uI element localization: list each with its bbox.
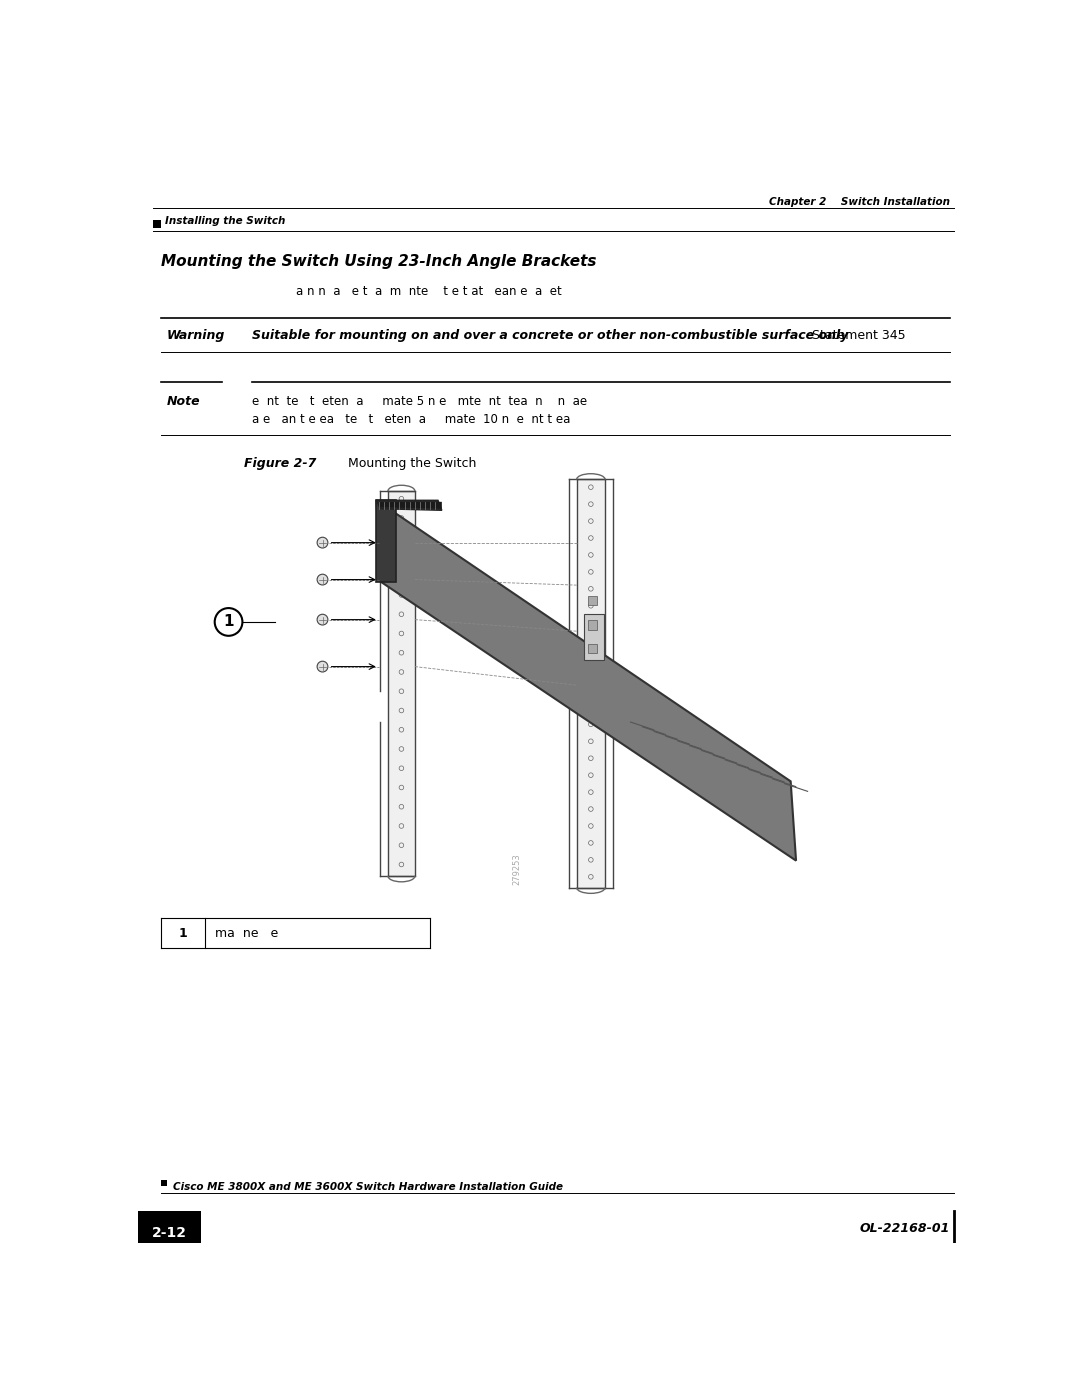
- Bar: [589, 644, 597, 652]
- Bar: [589, 620, 597, 630]
- Circle shape: [318, 661, 328, 672]
- Text: Installing the Switch: Installing the Switch: [165, 217, 286, 226]
- Text: Statement 345: Statement 345: [808, 330, 905, 342]
- Text: OL-22168-01: OL-22168-01: [860, 1222, 950, 1235]
- Polygon shape: [584, 615, 604, 661]
- Bar: [577, 479, 605, 887]
- Circle shape: [318, 615, 328, 624]
- Text: Cisco ME 3800X and ME 3600X Switch Hardware Installation Guide: Cisco ME 3800X and ME 3600X Switch Hardw…: [173, 1182, 563, 1193]
- Text: Chapter 2    Switch Installation: Chapter 2 Switch Installation: [769, 197, 950, 207]
- Bar: [589, 595, 597, 605]
- Circle shape: [318, 538, 328, 548]
- Text: Suitable for mounting on and over a concrete or other non-combustible surface on: Suitable for mounting on and over a conc…: [252, 330, 848, 342]
- Text: Mounting the Switch: Mounting the Switch: [316, 457, 476, 471]
- Text: 1: 1: [224, 615, 233, 630]
- Bar: [161, 1180, 167, 1186]
- Circle shape: [318, 574, 328, 585]
- Text: 1: 1: [179, 926, 188, 940]
- Bar: [153, 219, 161, 228]
- Bar: [138, 1211, 201, 1243]
- Text: Mounting the Switch Using 23-Inch Angle Brackets: Mounting the Switch Using 23-Inch Angle …: [161, 254, 596, 268]
- Text: 279253: 279253: [765, 802, 773, 834]
- Text: Note: Note: [167, 395, 201, 408]
- Text: 2-12: 2-12: [152, 1225, 187, 1239]
- Text: a n n  a   e t  a  m  nte    t e t at   ean e  a  et: a n n a e t a m nte t e t at ean e a et: [296, 285, 562, 298]
- Polygon shape: [379, 502, 442, 509]
- Text: e  nt  te   t  eten  a     mate 5 n e   mte  nt  tea  n    n  ae: e nt te t eten a mate 5 n e mte nt tea n…: [252, 395, 586, 408]
- Polygon shape: [377, 500, 395, 583]
- Text: ma  ne   e: ma ne e: [215, 926, 278, 940]
- Bar: [388, 490, 415, 876]
- Text: Warning: Warning: [167, 330, 226, 342]
- Text: 279253: 279253: [512, 854, 521, 886]
- Polygon shape: [377, 500, 442, 510]
- Polygon shape: [377, 500, 796, 861]
- Text: a e   an t e ea   te   t   eten  a     mate  10 n  e  nt t ea: a e an t e ea te t eten a mate 10 n e nt…: [252, 412, 570, 426]
- Text: Figure 2-7: Figure 2-7: [244, 457, 316, 471]
